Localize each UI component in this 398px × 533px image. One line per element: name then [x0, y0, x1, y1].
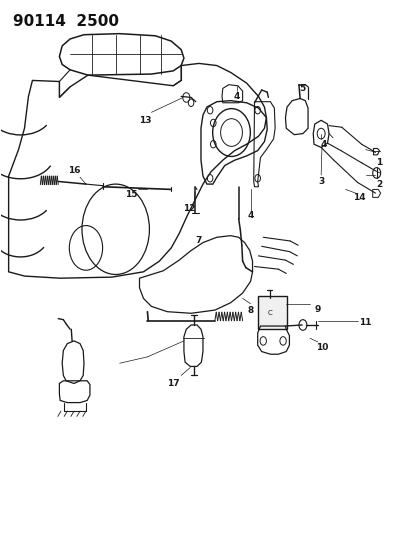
Text: 15: 15 [125, 190, 138, 199]
Text: 3: 3 [319, 177, 325, 186]
Text: 13: 13 [139, 116, 152, 125]
Text: 90114  2500: 90114 2500 [13, 14, 119, 29]
Text: 2: 2 [377, 180, 382, 189]
Text: 5: 5 [299, 84, 305, 93]
Text: 17: 17 [167, 379, 179, 388]
Text: 4: 4 [248, 212, 254, 221]
Text: 4: 4 [321, 140, 327, 149]
Text: 9: 9 [315, 304, 321, 313]
Text: C: C [267, 310, 272, 316]
FancyBboxPatch shape [258, 296, 287, 329]
Text: 10: 10 [316, 343, 328, 352]
Text: 12: 12 [183, 204, 195, 213]
Text: 1: 1 [377, 158, 382, 167]
Text: 8: 8 [248, 305, 254, 314]
Text: 11: 11 [359, 318, 372, 327]
Text: 14: 14 [353, 193, 366, 202]
Text: 7: 7 [196, 237, 202, 246]
Text: 4: 4 [234, 92, 240, 101]
Text: 16: 16 [68, 166, 80, 175]
